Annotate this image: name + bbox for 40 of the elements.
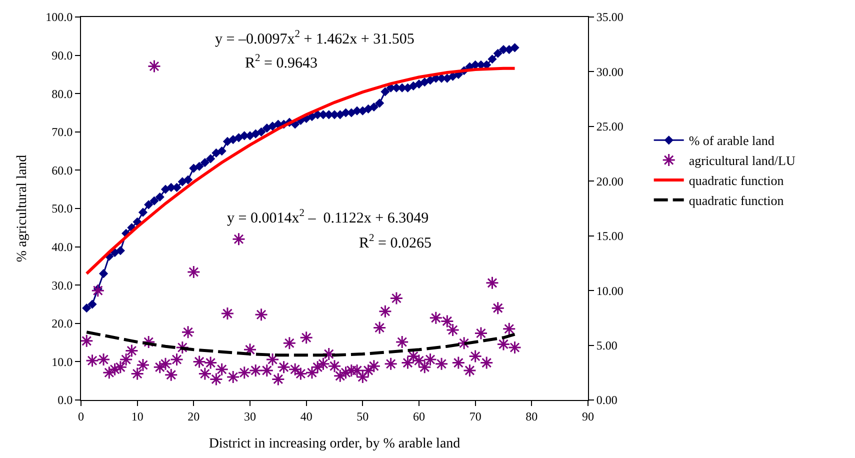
y2-tick-label: 5.00 [596, 338, 618, 352]
y-tick-label: 30.0 [52, 278, 73, 292]
y-tick-label: 100.0 [46, 10, 73, 24]
y-tick-label: 70.0 [52, 125, 73, 140]
y-tick-label: 90.0 [52, 48, 73, 62]
legend-label: agricultural land/LU [688, 153, 796, 168]
y2-tick-label: 35.00 [596, 10, 624, 24]
legend-label: quadratic function [688, 173, 784, 188]
annotation: y = –0.0097x$^{2}$ + 1.462x + 31.505 [215, 29, 414, 48]
y-tick-label: 40.0 [52, 240, 73, 254]
x-tick-label: 20 [188, 409, 200, 424]
y2-tick-label: 25.00 [596, 120, 624, 134]
y-tick-label: 50.0 [52, 202, 73, 216]
annotation: R$^{2}$ = 0.0265 [359, 233, 432, 252]
y2-tick-label: 20.00 [596, 174, 624, 188]
x-tick-label: 50 [356, 409, 369, 424]
x-tick-label: 90 [582, 409, 594, 424]
y-tick-label: 20.0 [52, 316, 73, 331]
x-tick-label: 40 [300, 409, 312, 424]
x-tick-label: 0 [78, 409, 84, 424]
x-tick-label: 70 [469, 409, 482, 424]
x-tick-label: 10 [131, 409, 144, 424]
y2-tick-label: 15.00 [596, 229, 624, 244]
x-tick-label: 80 [526, 409, 538, 424]
y2-tick-label: 10.00 [596, 284, 624, 298]
legend-label: quadratic function [688, 192, 784, 208]
y2-tick-label: 0.00 [596, 393, 618, 408]
annotation: y = 0.0014x$^{2}$ – 0.1122x + 6.3049 [227, 208, 429, 226]
y2-tick-label: 30.00 [596, 64, 624, 79]
line-series [85, 330, 516, 357]
y-tick-label: 60.0 [52, 163, 73, 178]
x-axis-title: District in increasing order, by % arable land [208, 436, 460, 452]
x-tick-label: 60 [413, 409, 425, 424]
annotation: R$^{2}$ = 0.9643 [245, 53, 318, 72]
legend-label: % of arable land [688, 133, 775, 148]
y-tick-label: 10.0 [52, 354, 73, 369]
y-tick-label: 80.0 [52, 86, 73, 101]
y-axis-title: % agricultural land [15, 154, 30, 262]
x-tick-label: 30 [244, 409, 256, 424]
y-tick-label: 0.0 [58, 393, 73, 408]
